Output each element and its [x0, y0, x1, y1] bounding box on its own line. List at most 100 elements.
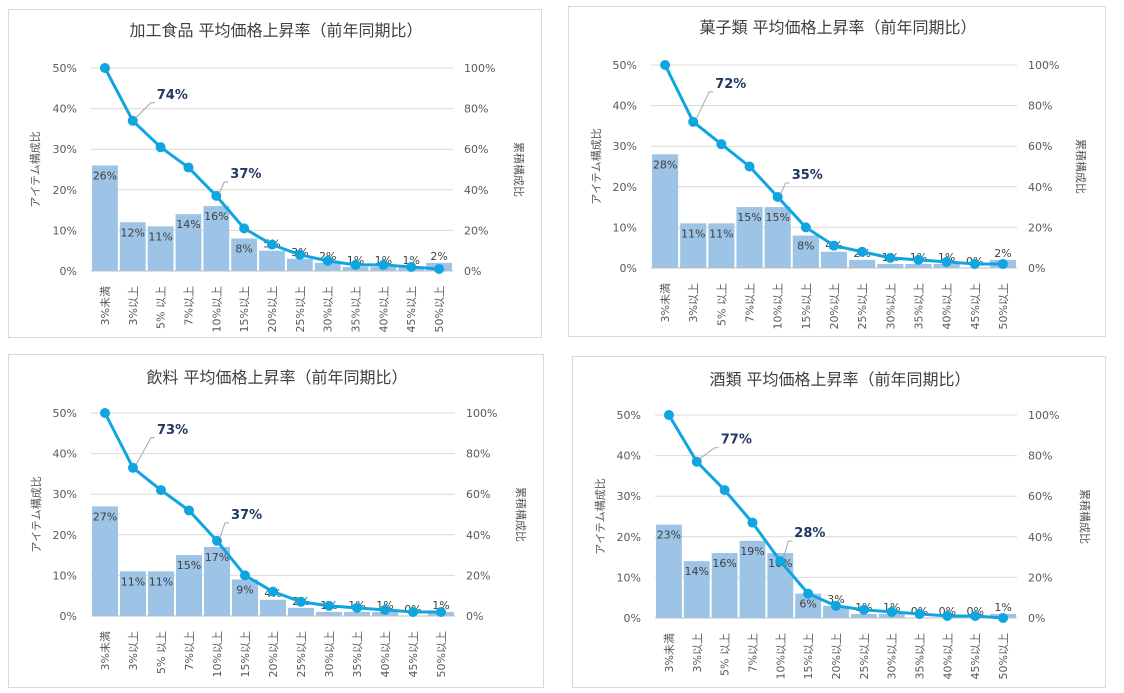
y-tick-label: 30%	[617, 490, 641, 503]
callout-label: 28%	[794, 526, 825, 541]
cumulative-point	[744, 161, 755, 172]
x-tick-label: 40%以上	[377, 286, 390, 332]
callout-leader	[219, 522, 229, 539]
bar-data-label: 1%	[994, 601, 1011, 614]
x-tick-label: 25%以上	[856, 283, 869, 329]
x-tick-label: 5% 以上	[719, 633, 732, 676]
callout-label: 74%	[157, 88, 188, 103]
cumulative-point	[716, 139, 727, 150]
y2-tick-label: 0%	[466, 610, 483, 623]
cumulative-point	[294, 249, 305, 260]
cumulative-point	[155, 142, 166, 153]
cumulative-point	[914, 608, 925, 619]
bar	[652, 154, 679, 268]
y2-tick-label: 40%	[1028, 181, 1052, 194]
cumulative-point	[885, 252, 896, 263]
x-tick-label: 3%以上	[127, 631, 140, 670]
y-tick-label: 20%	[53, 184, 77, 197]
bar	[764, 207, 791, 268]
bar-data-label: 2%	[994, 247, 1011, 260]
chart-title: 酒類 平均価格上昇率（前年同期比）	[709, 370, 970, 389]
bar	[286, 258, 313, 271]
cumulative-point	[800, 222, 811, 233]
chart-svg: 飲料 平均価格上昇率（前年同期比） 0% 10% 20% 30% 40% 50% 0% 20% 4…	[30, 368, 528, 677]
x-tick-label: 45%以上	[969, 283, 982, 329]
x-tick-label: 30%以上	[323, 631, 336, 677]
bar	[877, 263, 904, 268]
cumulative-point	[969, 258, 980, 269]
y2-tick-label: 60%	[464, 143, 488, 156]
bar	[850, 613, 877, 618]
bar-data-label: 14%	[176, 218, 200, 231]
y-tick-label: 10%	[613, 221, 637, 234]
bar	[288, 607, 314, 616]
bar	[231, 238, 258, 271]
bar-data-label: 8%	[797, 240, 814, 253]
bar	[683, 561, 710, 618]
x-tick-label: 20%以上	[266, 286, 279, 332]
callout-label: 77%	[721, 433, 752, 448]
callout-leader	[699, 447, 719, 460]
cumulative-point	[408, 606, 418, 617]
bar-data-label: 28%	[653, 158, 677, 171]
cumulative-point	[942, 610, 953, 621]
y-axis-label: アイテム構成比	[30, 476, 43, 552]
cumulative-point	[184, 505, 194, 516]
x-tick-label: 7%以上	[744, 283, 757, 322]
chart-panel-confectionery: 菓子類 平均価格上昇率（前年同期比） 0% 10% 20% 30% 40% 50% 0% 20%…	[568, 6, 1106, 337]
cumulative-point	[831, 600, 841, 611]
cumulative-point	[858, 604, 869, 615]
cumulative-point	[886, 606, 897, 617]
y2-tick-label: 60%	[1028, 490, 1052, 503]
x-tick-label: 20%以上	[830, 633, 843, 679]
callout-label: 37%	[230, 167, 261, 182]
cumulative-point	[183, 162, 194, 173]
y2-tick-label: 0%	[1028, 612, 1045, 625]
y2-tick-label: 40%	[466, 529, 490, 542]
callout-label: 35%	[792, 168, 823, 183]
x-tick-label: 5% 以上	[155, 286, 168, 329]
bar-data-label: 16%	[204, 210, 228, 223]
bar-data-label: 12%	[121, 226, 145, 239]
cumulative-point	[324, 600, 334, 611]
bar-data-label: 1%	[432, 599, 449, 612]
x-tick-label: 10%以上	[211, 631, 224, 677]
x-tick-label: 3%以上	[691, 633, 704, 672]
bar	[203, 206, 230, 271]
y-tick-label: 0%	[60, 610, 77, 623]
chart-panel-beverages: 飲料 平均価格上昇率（前年同期比） 0% 10% 20% 30% 40% 50% 0% 20% 4…	[8, 354, 544, 688]
x-tick-label: 3%以上	[687, 283, 700, 322]
cumulative-point	[350, 259, 361, 270]
bar	[119, 222, 146, 271]
x-tick-label: 10%以上	[772, 283, 785, 329]
y-tick-label: 20%	[617, 531, 641, 544]
cumulative-point	[775, 556, 786, 567]
x-tick-label: 20%以上	[828, 283, 841, 329]
cumulative-point	[663, 410, 674, 420]
y-tick-label: 40%	[53, 103, 77, 116]
bar-data-label: 9%	[236, 583, 253, 596]
callout-leader	[135, 102, 155, 119]
bar-data-label: 11%	[709, 227, 733, 240]
cumulative-point	[239, 223, 250, 234]
x-tick-label: 40%以上	[941, 283, 954, 329]
x-tick-label: 35%以上	[914, 633, 927, 679]
cumulative-point	[688, 116, 699, 127]
cumulative-point	[380, 604, 390, 615]
callout-leader	[782, 540, 793, 559]
bar-data-label: 1%	[403, 254, 420, 267]
y2-tick-label: 100%	[466, 407, 497, 420]
bar-data-label: 15%	[765, 211, 789, 224]
cumulative-point	[268, 586, 278, 597]
y-tick-label: 0%	[624, 612, 641, 625]
y2-tick-label: 100%	[1028, 59, 1059, 72]
bar	[175, 214, 202, 271]
y2-tick-label: 80%	[466, 448, 490, 461]
callout-leader	[218, 181, 229, 194]
x-tick-label: 3%未満	[99, 631, 112, 670]
x-tick-label: 50%以上	[997, 633, 1010, 679]
y-tick-label: 50%	[617, 409, 641, 422]
y-tick-label: 20%	[613, 181, 637, 194]
chart-panel-alcohol: 酒類 平均価格上昇率（前年同期比） 0% 10% 20% 30% 40% 50% 0% 20% 4…	[572, 356, 1106, 688]
cumulative-point	[434, 263, 445, 274]
